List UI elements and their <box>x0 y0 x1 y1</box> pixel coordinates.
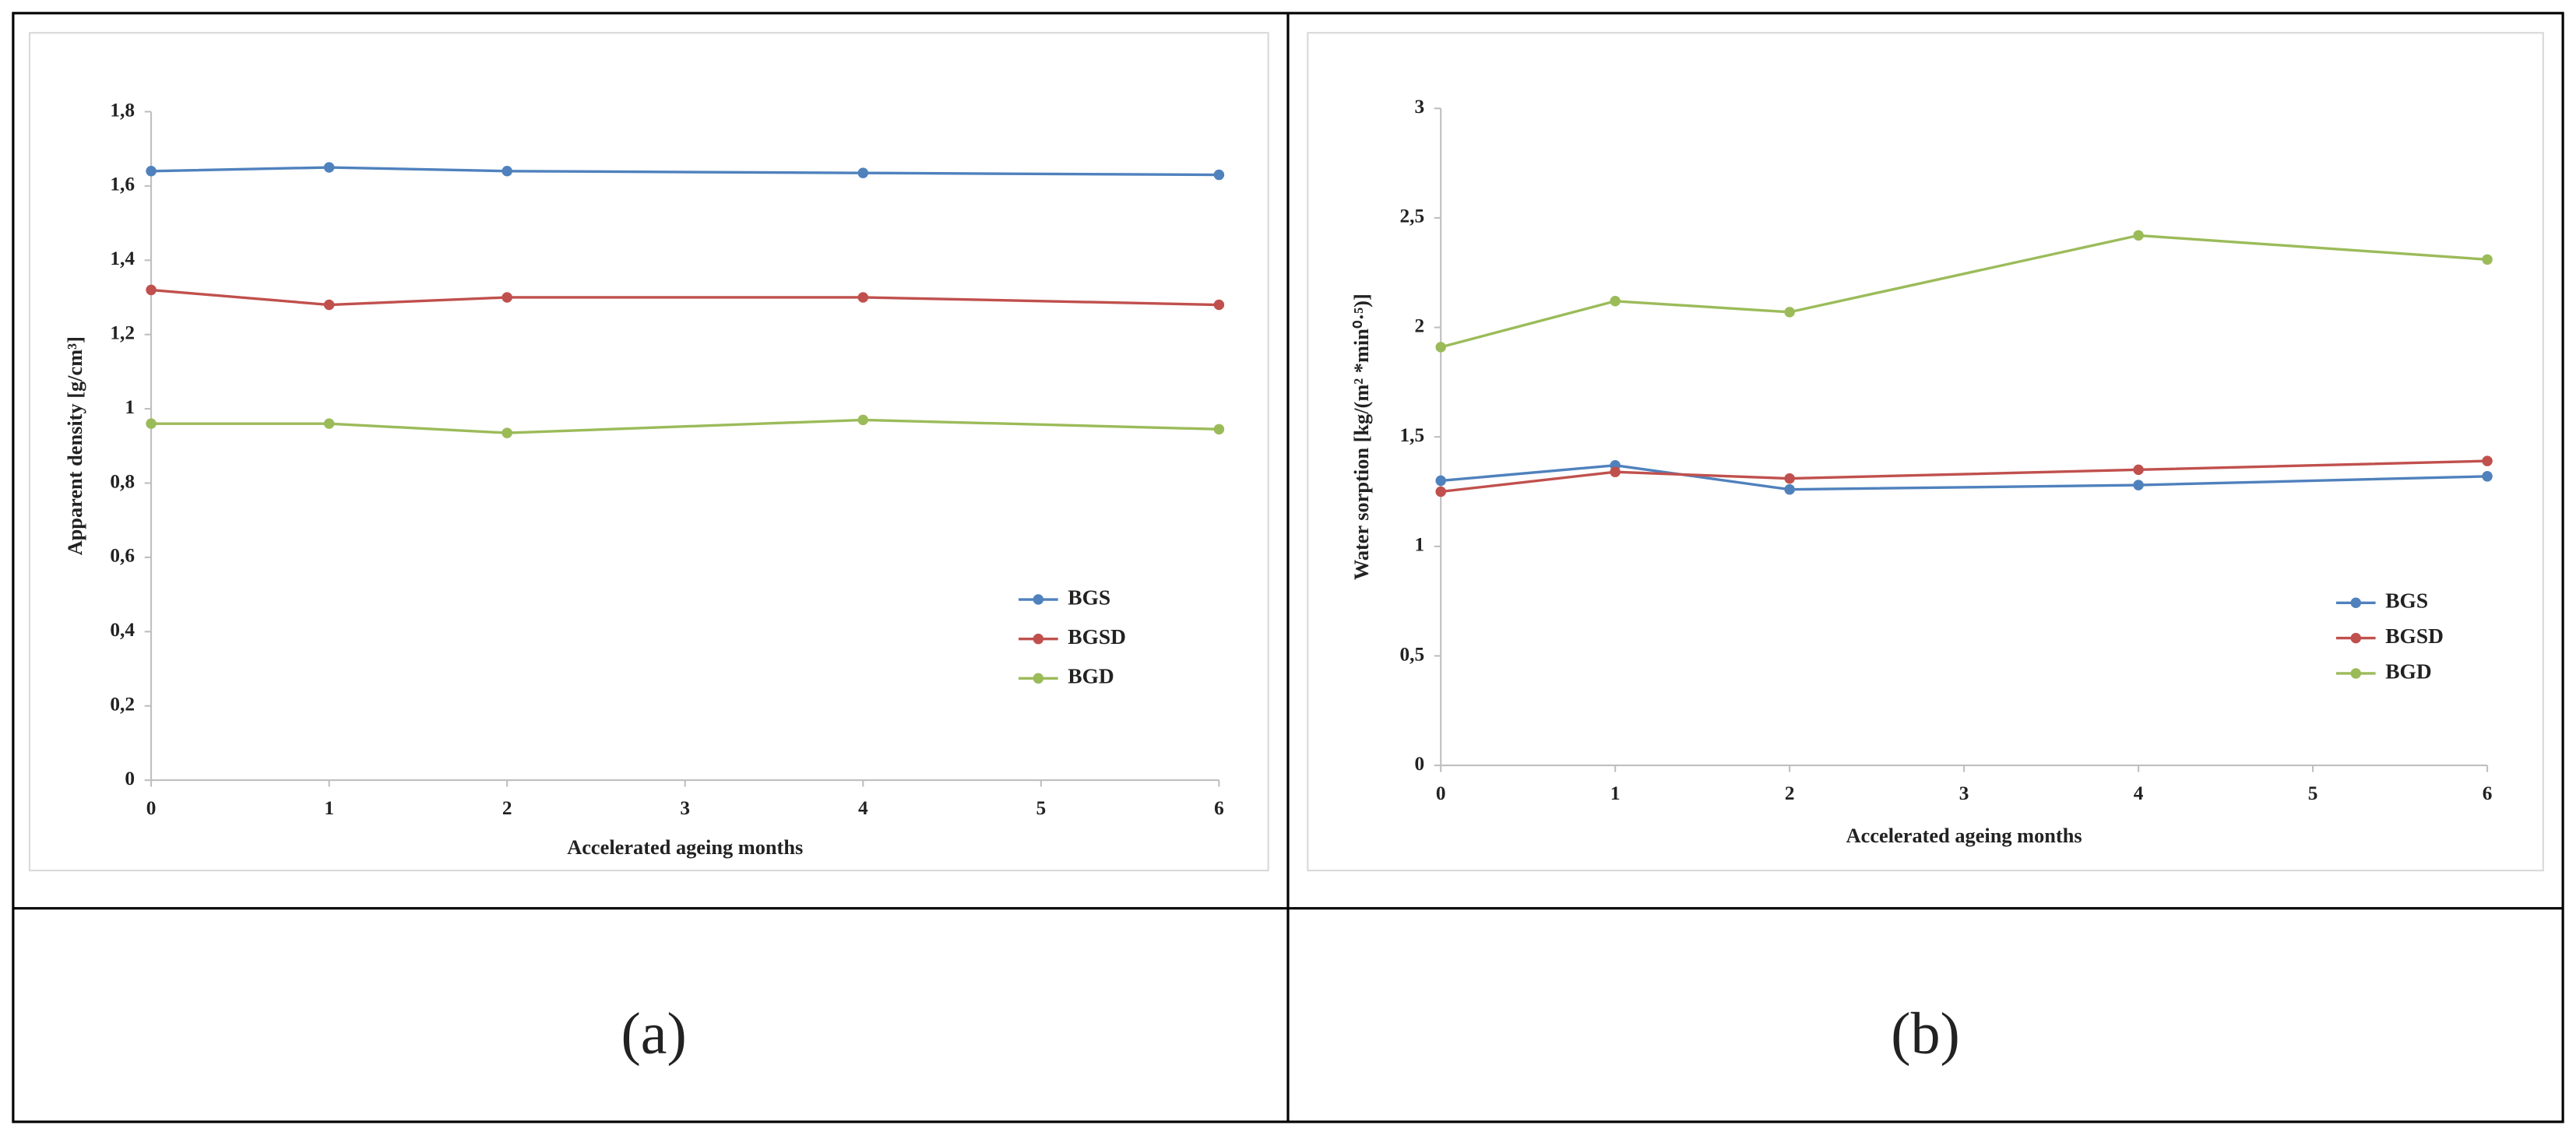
data-point <box>1610 466 1621 477</box>
series-line <box>151 418 1219 434</box>
y-tick-label: 2,5 <box>1399 206 1424 227</box>
data-point <box>857 414 869 426</box>
data-point <box>2482 254 2493 265</box>
series-line <box>1440 234 2488 349</box>
legend-label: BGSD <box>2385 624 2444 648</box>
x-tick-label: 1 <box>1610 782 1621 804</box>
x-tick-label: 6 <box>1214 797 1224 819</box>
data-point <box>857 292 869 303</box>
series-line <box>1441 464 2488 491</box>
legend-marker <box>1033 633 1044 645</box>
y-tick-label: 0,4 <box>110 619 135 641</box>
x-tick-label: 6 <box>2483 782 2493 804</box>
data-point <box>501 427 512 438</box>
x-tick-label: 4 <box>2134 782 2144 804</box>
y-tick-label: 2 <box>1414 315 1424 336</box>
data-point <box>2133 480 2144 490</box>
data-point <box>501 292 512 303</box>
data-point <box>323 162 335 173</box>
y-tick-label: 1,6 <box>110 174 135 195</box>
panel-label: (b) <box>1891 1001 1960 1067</box>
y-axis-title: Water sorption [kg/(m² *min⁰·⁵)] <box>1350 294 1373 580</box>
y-tick-label: 1 <box>125 396 135 418</box>
legend-marker <box>2350 632 2362 644</box>
x-axis-title: Accelerated ageing months <box>567 836 803 859</box>
legend-label: BGS <box>1068 585 1110 609</box>
data-point <box>501 166 512 177</box>
chart-frame <box>1307 32 2544 872</box>
data-point <box>1610 296 1621 307</box>
data-point <box>146 284 157 296</box>
legend-marker <box>1033 594 1044 605</box>
x-axis-title: Accelerated ageing months <box>1846 824 2082 847</box>
y-tick-label: 1,8 <box>110 99 135 121</box>
data-point <box>1213 424 1225 435</box>
data-point <box>2482 471 2493 482</box>
y-axis-title: Apparent density [g/cm³] <box>64 336 86 555</box>
y-tick-label: 3 <box>1414 96 1424 118</box>
x-tick-label: 2 <box>1785 782 1795 804</box>
x-tick-label: 0 <box>1436 782 1446 804</box>
legend-label: BGS <box>2385 589 2428 613</box>
data-point <box>2133 464 2144 476</box>
y-tick-label: 0,5 <box>1399 643 1424 665</box>
data-point <box>2482 455 2493 466</box>
legend-label: BGSD <box>1068 625 1126 649</box>
y-tick-label: 1,2 <box>110 322 135 343</box>
x-tick-label: 5 <box>2308 782 2318 804</box>
x-tick-label: 0 <box>146 797 157 819</box>
y-tick-label: 1,4 <box>110 248 135 269</box>
legend-label: BGD <box>1068 665 1114 688</box>
data-point <box>146 166 157 177</box>
data-point <box>857 167 869 178</box>
x-tick-label: 5 <box>1036 797 1047 819</box>
legend-label: BGD <box>2385 659 2431 683</box>
chart-frame <box>28 32 1269 872</box>
legend-marker <box>2350 668 2362 679</box>
x-tick-label: 3 <box>680 797 690 819</box>
y-tick-label: 0,6 <box>110 545 135 567</box>
series-line <box>151 166 1219 177</box>
x-tick-label: 1 <box>324 797 334 819</box>
legend-marker <box>2350 597 2362 609</box>
data-point <box>323 299 335 311</box>
x-tick-label: 4 <box>858 797 868 819</box>
data-point <box>1784 307 1795 318</box>
panel-label: (a) <box>621 1001 687 1067</box>
data-point <box>1213 169 1225 181</box>
data-point <box>1435 475 1446 487</box>
y-tick-label: 1,5 <box>1399 424 1424 446</box>
data-point <box>1435 486 1446 497</box>
y-tick-label: 0,8 <box>110 470 135 492</box>
x-tick-label: 3 <box>1959 782 1969 804</box>
y-tick-label: 0 <box>125 768 135 789</box>
x-tick-label: 2 <box>502 797 512 819</box>
data-point <box>1784 473 1795 484</box>
legend-marker <box>1033 673 1044 684</box>
data-point <box>1213 299 1225 311</box>
y-tick-label: 0,2 <box>110 694 135 715</box>
data-point <box>2133 230 2144 241</box>
y-tick-label: 1 <box>1414 534 1424 556</box>
data-point <box>1435 342 1446 353</box>
y-tick-label: 0 <box>1414 753 1424 775</box>
series-line <box>150 288 1219 307</box>
data-point <box>323 418 335 429</box>
data-point <box>146 418 157 429</box>
data-point <box>1784 483 1795 495</box>
